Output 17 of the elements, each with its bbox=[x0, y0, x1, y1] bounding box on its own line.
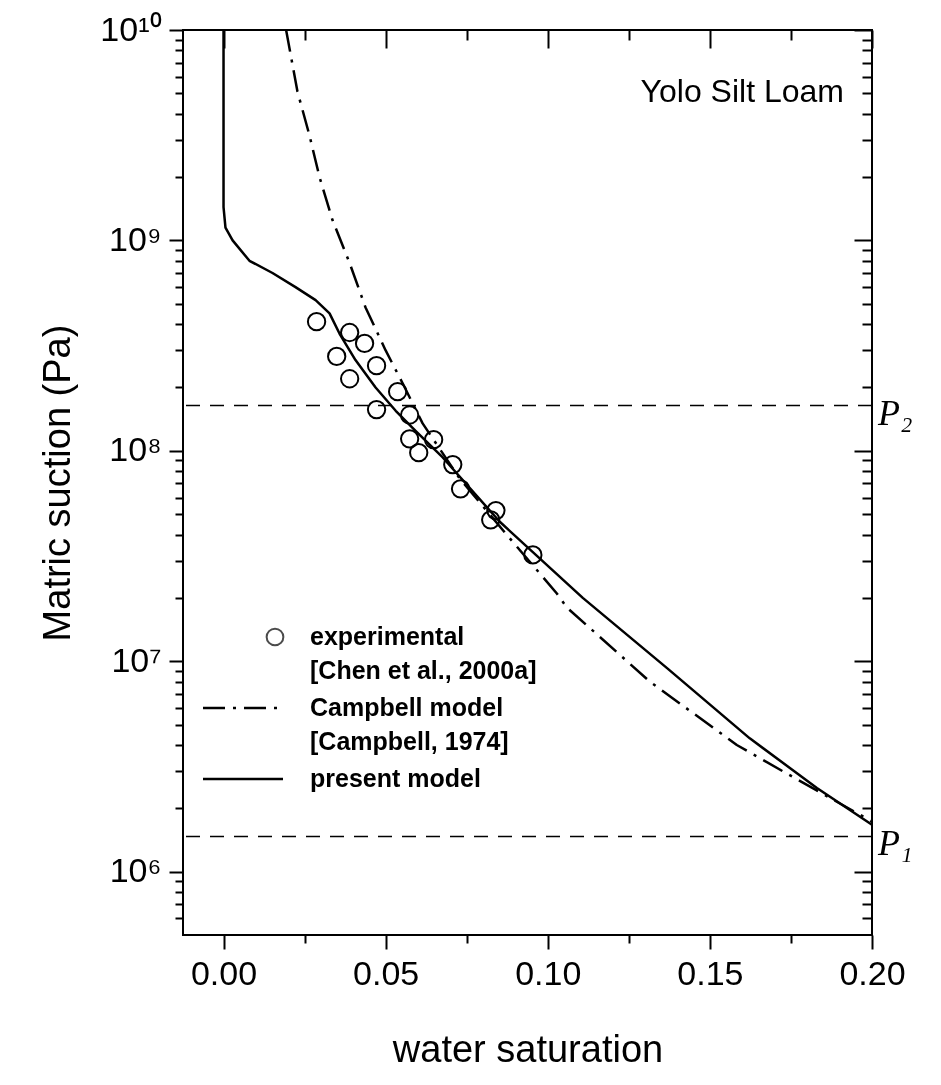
x-tick-label: 0.20 bbox=[839, 953, 906, 992]
x-tick-label: 0.05 bbox=[353, 953, 420, 992]
y-tick-label: 10⁸ bbox=[109, 430, 162, 469]
x-tick-label: 0.00 bbox=[190, 953, 258, 992]
y-tick-label: 10⁶ bbox=[109, 851, 162, 890]
y-tick-label: 10⁹ bbox=[109, 219, 162, 258]
x-tick-label: 0.15 bbox=[677, 953, 744, 992]
x-axis-title: water saturation bbox=[391, 1027, 664, 1070]
y-axis-title: Matric suction (Pa) bbox=[36, 324, 79, 642]
ref-line-label: P₂ bbox=[877, 392, 913, 433]
y-tick-label: 10⁷ bbox=[111, 640, 162, 679]
annotation: Yolo Silt Loam bbox=[640, 73, 844, 109]
y-tick-label: 10¹⁰ bbox=[100, 9, 162, 48]
x-tick-label: 0.10 bbox=[515, 953, 582, 992]
legend-label: experimental [Chen et al., 2000a] bbox=[310, 622, 537, 684]
legend-label: present model bbox=[310, 764, 481, 792]
ref-line-label: P₁ bbox=[877, 823, 913, 864]
